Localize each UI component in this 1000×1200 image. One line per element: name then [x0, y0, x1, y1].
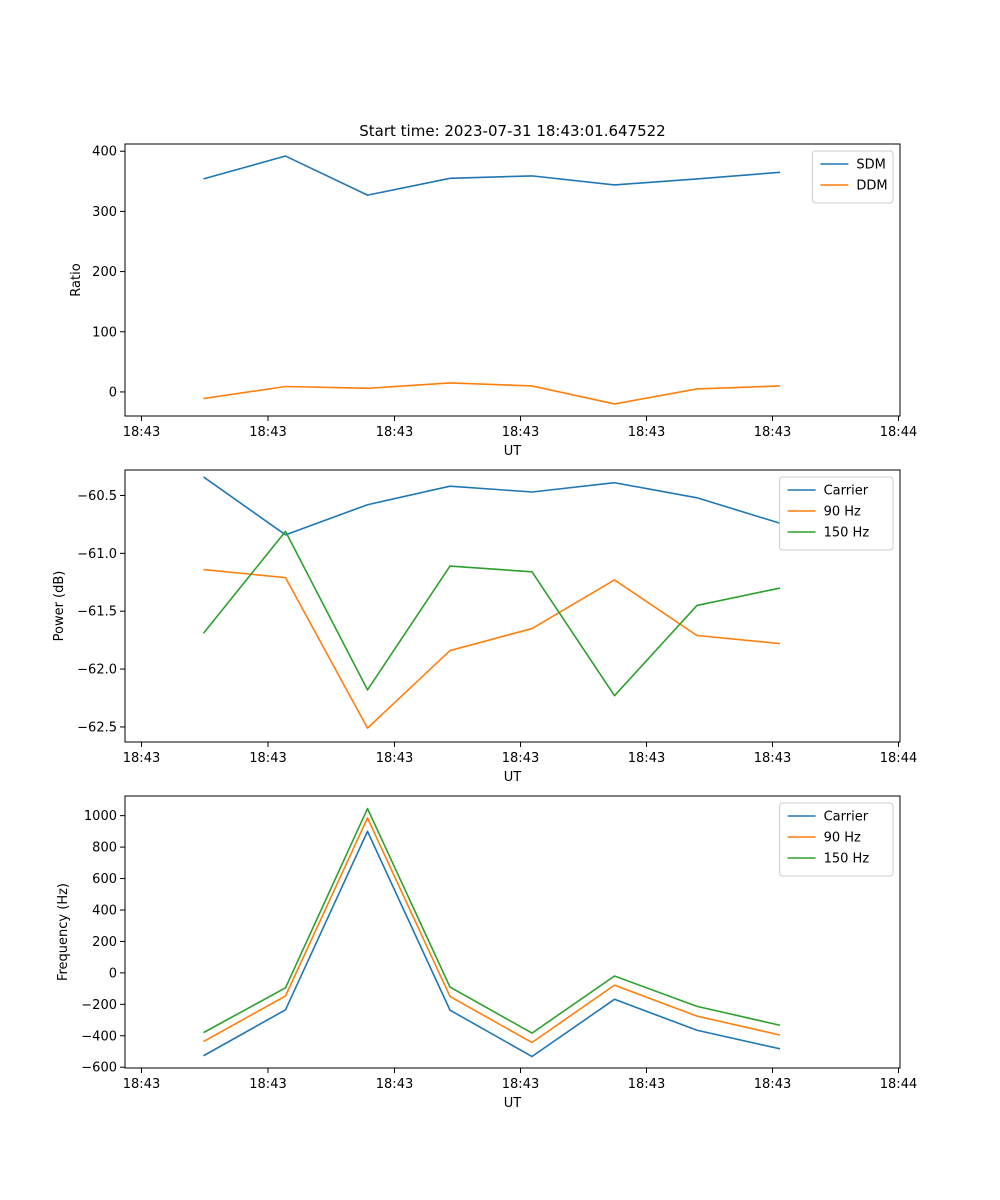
ratio-y-axis-label: Ratio	[69, 263, 84, 296]
power-y-tick-label: −60.5	[77, 489, 117, 504]
power-series-carrier-line	[203, 476, 781, 536]
frequency-x-tick-label: 18:43	[502, 1077, 539, 1092]
ratio-y-tick-label: 400	[92, 145, 117, 160]
ratio-y-tick-label: 100	[92, 325, 117, 340]
frequency-x-tick-label: 18:43	[628, 1077, 665, 1092]
ratio-x-tick-label: 18:43	[123, 425, 160, 440]
ratio-x-tick-label: 18:43	[628, 425, 665, 440]
power-x-tick-label: 18:43	[123, 751, 160, 766]
ratio-legend-label: SDM	[856, 158, 885, 173]
ratio-x-tick-label: 18:44	[880, 425, 917, 440]
power-x-tick-label: 18:43	[249, 751, 286, 766]
figure-title: Start time: 2023-07-31 18:43:01.647522	[359, 122, 665, 140]
power-y-axis-label: Power (dB)	[52, 571, 67, 642]
frequency-y-tick-label: −600	[81, 1061, 117, 1076]
frequency-legend-label: 90 Hz	[824, 831, 861, 846]
power-x-tick-label: 18:43	[754, 751, 791, 766]
frequency-y-tick-label: 400	[92, 903, 117, 918]
frequency-axes-frame	[124, 795, 901, 1069]
ratio-axes-frame	[124, 143, 901, 417]
ratio-x-tick-label: 18:43	[376, 425, 413, 440]
power-axes-frame	[124, 469, 901, 743]
frequency-y-tick-label: −200	[81, 998, 117, 1013]
power-x-tick-label: 18:43	[376, 751, 413, 766]
frequency-y-tick-label: 800	[92, 841, 117, 856]
frequency-legend-label: Carrier	[824, 810, 869, 825]
frequency-x-tick-label: 18:43	[754, 1077, 791, 1092]
power-x-tick-label: 18:44	[880, 751, 917, 766]
ratio-y-tick-label: 300	[92, 205, 117, 220]
ratio-y-tick-label: 0	[109, 385, 117, 400]
power-x-tick-label: 18:43	[628, 751, 665, 766]
power-y-tick-label: −61.0	[77, 547, 117, 562]
ratio-y-tick-label: 200	[92, 265, 117, 280]
power-legend-label: Carrier	[824, 484, 869, 499]
power-series-150-hz-line	[202, 530, 781, 697]
power-series-90-hz-line	[203, 568, 781, 729]
frequency-x-axis-label: UT	[504, 1096, 522, 1111]
frequency-legend-label: 150 Hz	[824, 852, 870, 867]
power-x-tick-label: 18:43	[502, 751, 539, 766]
frequency-x-tick-label: 18:43	[249, 1077, 286, 1092]
ratio-x-axis-label: UT	[504, 444, 522, 459]
frequency-x-tick-label: 18:43	[123, 1077, 160, 1092]
power-y-tick-label: −62.0	[77, 663, 117, 678]
frequency-y-axis-label: Frequency (Hz)	[56, 883, 71, 981]
ratio-x-tick-label: 18:43	[754, 425, 791, 440]
power-legend-label: 150 Hz	[824, 526, 870, 541]
ratio-x-tick-label: 18:43	[249, 425, 286, 440]
frequency-y-tick-label: 1000	[84, 809, 117, 824]
frequency-y-tick-label: 600	[92, 872, 117, 887]
frequency-x-tick-label: 18:44	[880, 1077, 917, 1092]
frequency-y-tick-label: 0	[109, 966, 117, 981]
frequency-series-90-hz-line	[203, 817, 781, 1044]
frequency-panel: 18:43 18:43 18:43 18:43 18:43 18:43 18:44 −600 −…	[56, 795, 917, 1111]
power-y-tick-label: −62.5	[77, 720, 117, 735]
power-legend-label: 90 Hz	[824, 505, 861, 520]
ratio-x-tick-label: 18:43	[502, 425, 539, 440]
frequency-y-tick-label: −400	[81, 1029, 117, 1044]
frequency-series-150-hz-line	[203, 807, 781, 1034]
frequency-x-tick-label: 18:43	[376, 1077, 413, 1092]
ratio-panel: 18:43 18:43 18:43 18:43 18:43 18:43 18:44 0 100 2…	[69, 143, 917, 459]
ratio-series-ddm-line	[203, 382, 781, 405]
frequency-y-tick-label: 200	[92, 935, 117, 950]
ratio-legend-label: DDM	[856, 179, 887, 194]
power-panel: 18:43 18:43 18:43 18:43 18:43 18:43 18:44 −62.5…	[52, 469, 917, 785]
ratio-series-sdm-line	[203, 155, 781, 196]
power-y-tick-label: −61.5	[77, 605, 117, 620]
power-x-axis-label: UT	[504, 770, 522, 785]
frequency-series-carrier-line	[203, 830, 781, 1058]
